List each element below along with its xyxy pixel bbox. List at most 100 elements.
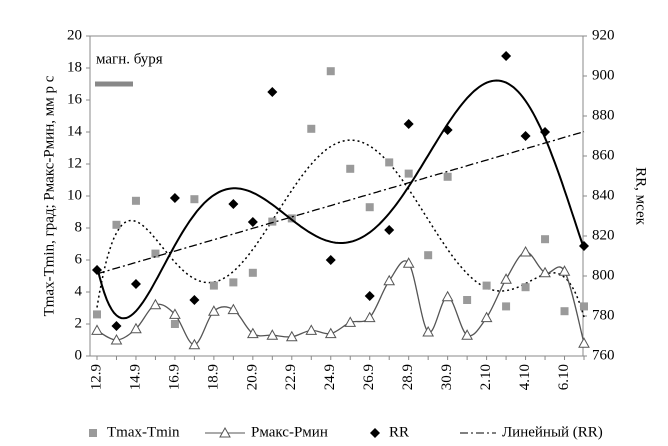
y-tick-label: 8 — [75, 219, 83, 235]
marker — [404, 169, 413, 178]
trend-curve — [96, 139, 585, 318]
y-tick-label: 6 — [75, 251, 83, 267]
marker — [482, 281, 491, 290]
marker — [520, 131, 531, 141]
y-tick-label: 20 — [67, 27, 82, 43]
x-tick-label: 24.9 — [322, 364, 338, 390]
marker — [461, 329, 473, 340]
y-tick-label: 16 — [67, 91, 83, 107]
marker — [91, 324, 103, 335]
marker — [370, 428, 380, 438]
marker — [541, 235, 550, 244]
marker — [519, 245, 532, 257]
y2-tick-label: 820 — [592, 227, 615, 243]
marker — [189, 295, 200, 305]
legend-label: Линейный (RR) — [502, 424, 603, 440]
marker — [325, 255, 336, 265]
marker — [324, 327, 337, 339]
marker — [188, 338, 201, 350]
marker — [501, 51, 512, 61]
x-tick-label: 30.9 — [439, 364, 455, 390]
marker — [540, 127, 551, 137]
marker — [169, 193, 180, 203]
marker — [443, 172, 452, 181]
marker — [287, 214, 296, 223]
marker — [149, 298, 162, 310]
marker — [402, 257, 415, 268]
trend-curve — [96, 79, 585, 320]
marker — [227, 303, 240, 315]
marker — [209, 281, 218, 290]
annotation: магн. буря — [96, 51, 163, 67]
x-tick-label: 12.9 — [88, 364, 104, 390]
marker — [190, 195, 199, 204]
marker — [130, 322, 142, 334]
y2-tick-label: 880 — [592, 107, 615, 123]
series-line — [96, 251, 585, 346]
marker — [326, 67, 335, 76]
y-tick-label: 10 — [67, 187, 82, 203]
x-tick-label: 20.9 — [244, 364, 260, 390]
marker — [558, 265, 571, 276]
marker — [385, 158, 394, 167]
marker — [208, 305, 220, 316]
marker — [307, 124, 316, 133]
trend-curve — [96, 130, 585, 275]
marker — [111, 321, 122, 331]
x-tick-label: 26.9 — [361, 364, 377, 390]
marker — [424, 251, 433, 260]
legend-label: RR — [389, 424, 409, 440]
marker — [441, 290, 454, 302]
marker — [384, 225, 395, 235]
x-tick-label: 22.9 — [283, 364, 299, 390]
marker — [560, 307, 569, 316]
marker — [346, 164, 355, 173]
marker — [169, 308, 181, 319]
x-tick-label: 16.9 — [166, 364, 182, 390]
y-axis-title: Tmax-Tmin, град; Pмакс-Pмин, мм р с — [41, 75, 57, 316]
x-tick-label: 2.10 — [478, 364, 494, 390]
marker — [579, 241, 589, 251]
marker — [521, 283, 530, 292]
y2-tick-label: 900 — [592, 67, 615, 83]
marker — [247, 217, 258, 227]
marker — [480, 311, 493, 323]
marker — [364, 291, 375, 301]
marker — [151, 249, 160, 258]
marker — [305, 324, 318, 335]
marker — [219, 426, 231, 438]
marker — [229, 278, 238, 287]
marker — [93, 310, 101, 319]
marker — [89, 429, 97, 437]
legend-label: Pмакс-Pмин — [251, 424, 328, 440]
marker — [285, 330, 298, 342]
marker — [268, 217, 277, 226]
marker — [344, 316, 357, 327]
marker — [248, 268, 257, 277]
marker — [500, 273, 512, 284]
marker — [267, 87, 278, 97]
legend-label: Tmax-Tmin — [107, 424, 180, 440]
y-tick-label: 12 — [67, 155, 82, 171]
marker — [383, 274, 396, 286]
x-tick-label: 4.10 — [517, 364, 533, 390]
marker — [463, 296, 472, 304]
y-tick-label: 14 — [67, 123, 83, 139]
y-tick-label: 2 — [75, 315, 83, 331]
marker — [363, 311, 376, 323]
y2-tick-label: 840 — [592, 187, 615, 203]
marker — [130, 279, 141, 289]
y-tick-label: 0 — [75, 347, 83, 363]
marker — [131, 196, 140, 205]
y2-tick-label: 860 — [592, 147, 615, 163]
marker — [539, 266, 551, 278]
x-tick-label: 18.9 — [205, 364, 221, 390]
x-tick-label: 28.9 — [400, 364, 416, 390]
marker — [246, 327, 259, 339]
marker — [502, 302, 511, 311]
marker — [442, 125, 453, 135]
marker — [266, 329, 279, 340]
marker — [110, 333, 123, 345]
marker — [228, 199, 239, 209]
